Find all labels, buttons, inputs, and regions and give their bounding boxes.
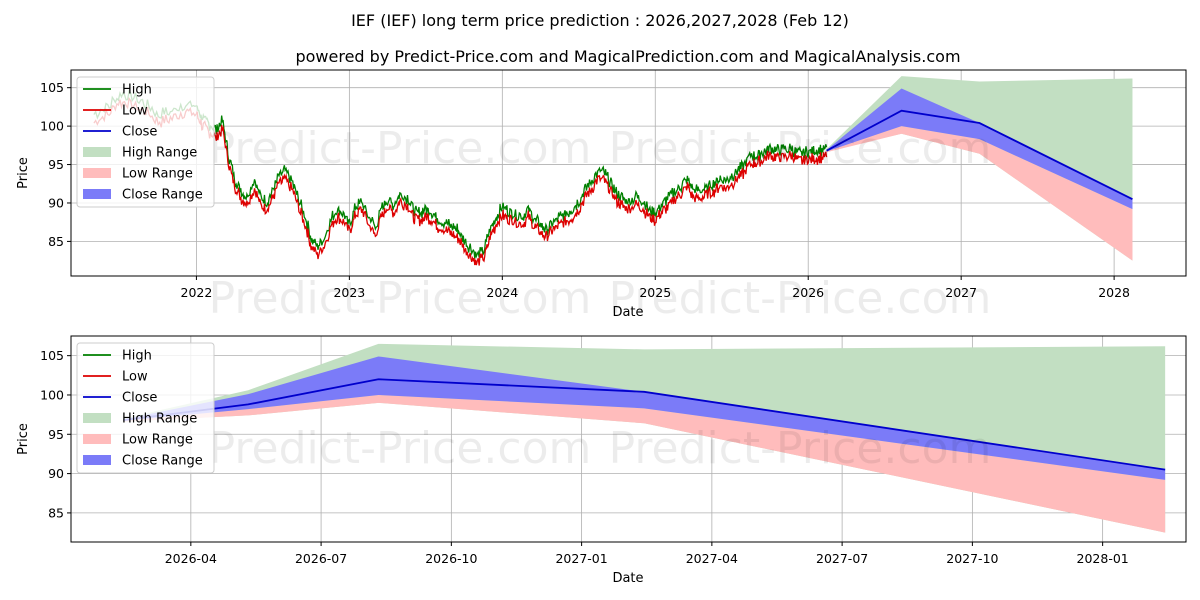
x-tick-label: 2027-10	[946, 551, 998, 566]
x-tick-label: 2023	[333, 285, 365, 300]
low-range-band	[123, 394, 1166, 533]
legend-swatch-high_range	[83, 147, 111, 157]
y-tick-label: 85	[48, 505, 64, 520]
top-panel: Predict-Price.com Predict-Price.com Pred…	[16, 69, 1187, 324]
legend-label: High Range	[122, 412, 197, 427]
watermark-text: Predict-Price.com	[609, 273, 992, 324]
x-tick-label: 2028-01	[1077, 551, 1129, 566]
x-tick-label: 2025	[639, 285, 671, 300]
top-series	[93, 76, 1133, 266]
x-tick-label: 2026	[792, 285, 824, 300]
y-tick-label: 100	[40, 119, 64, 134]
y-tick-label: 105	[40, 348, 64, 363]
legend-swatch-low_range	[83, 434, 111, 444]
top-axes: 85 90 95 100 105 2022 2023 2024 2025 2026 2027 2028	[40, 80, 1130, 300]
legend-label: Close	[122, 391, 157, 406]
bottom-y-axis-label: Price	[16, 423, 31, 455]
bottom-axes: 85 90 95 100 105 2026-04 2026-07 2026-10 2027-01…	[40, 348, 1129, 566]
legend-label: Low Range	[122, 433, 193, 448]
bottom-x-axis-label: Date	[612, 571, 643, 586]
legend-label: Low	[122, 104, 148, 119]
legend-swatch-low_range	[83, 168, 111, 178]
y-tick-label: 95	[48, 157, 64, 172]
legend-box	[76, 76, 215, 208]
bottom-legend: High Low Close High Range Low Range Close Ran…	[76, 342, 215, 474]
close-range-band	[826, 88, 1133, 210]
legend-label: Low	[122, 370, 148, 385]
bottom-panel: Predict-Price.com Predict-Price.com 85 90…	[16, 335, 1187, 586]
high-line	[93, 89, 828, 259]
x-tick-label: 2026-07	[295, 551, 347, 566]
bottom-watermark: Predict-Price.com Predict-Price.com	[209, 423, 992, 474]
y-tick-label: 100	[40, 387, 64, 402]
top-legend: High Low Close High Range Low Range Close Ran…	[76, 76, 215, 208]
legend-label: High	[122, 349, 152, 364]
chart-title: IEF (IEF) long term price prediction : 2…	[351, 11, 849, 30]
close-range-band	[123, 356, 1166, 480]
legend-label: Close	[122, 125, 157, 140]
x-tick-label: 2027-04	[686, 551, 738, 566]
legend-label: High Range	[122, 146, 197, 161]
legend-label: Close Range	[122, 188, 203, 203]
x-tick-label: 2027	[945, 285, 977, 300]
y-tick-label: 105	[40, 80, 64, 95]
y-tick-label: 90	[48, 466, 64, 481]
watermark-text: Predict-Price.com	[209, 123, 592, 174]
x-tick-label: 2026-10	[425, 551, 477, 566]
close-forecast-line	[826, 109, 1133, 200]
watermark-text: Predict-Price.com	[609, 423, 992, 474]
watermark-text: Predict-Price.com	[609, 123, 992, 174]
low-range-band	[826, 126, 1133, 261]
legend-box	[76, 342, 215, 474]
legend-swatch-high_range	[83, 413, 111, 423]
top-y-axis-label: Price	[16, 157, 31, 189]
legend-label: Low Range	[122, 167, 193, 182]
legend-label: Close Range	[122, 454, 203, 469]
x-tick-label: 2022	[181, 285, 213, 300]
watermark-text: Predict-Price.com	[209, 423, 592, 474]
x-tick-label: 2024	[486, 285, 518, 300]
x-tick-label: 2026-04	[165, 551, 217, 566]
y-tick-label: 85	[48, 234, 64, 249]
watermark-text: Predict-Price.com	[209, 273, 592, 324]
legend-swatch-close_range	[83, 189, 111, 199]
low-line	[93, 97, 828, 266]
legend-label: High	[122, 83, 152, 98]
y-tick-label: 95	[48, 427, 64, 442]
top-plot-frame	[70, 69, 1187, 277]
y-tick-label: 90	[48, 195, 64, 210]
top-watermark: Predict-Price.com Predict-Price.com Pred…	[209, 123, 992, 324]
top-x-axis-label: Date	[612, 305, 643, 320]
x-tick-label: 2027-01	[555, 551, 607, 566]
x-tick-label: 2027-07	[816, 551, 868, 566]
bottom-plot-frame	[70, 335, 1187, 543]
x-tick-label: 2028	[1098, 285, 1130, 300]
chart-subtitle: powered by Predict-Price.com and Magical…	[295, 47, 960, 66]
legend-swatch-close_range	[83, 455, 111, 465]
